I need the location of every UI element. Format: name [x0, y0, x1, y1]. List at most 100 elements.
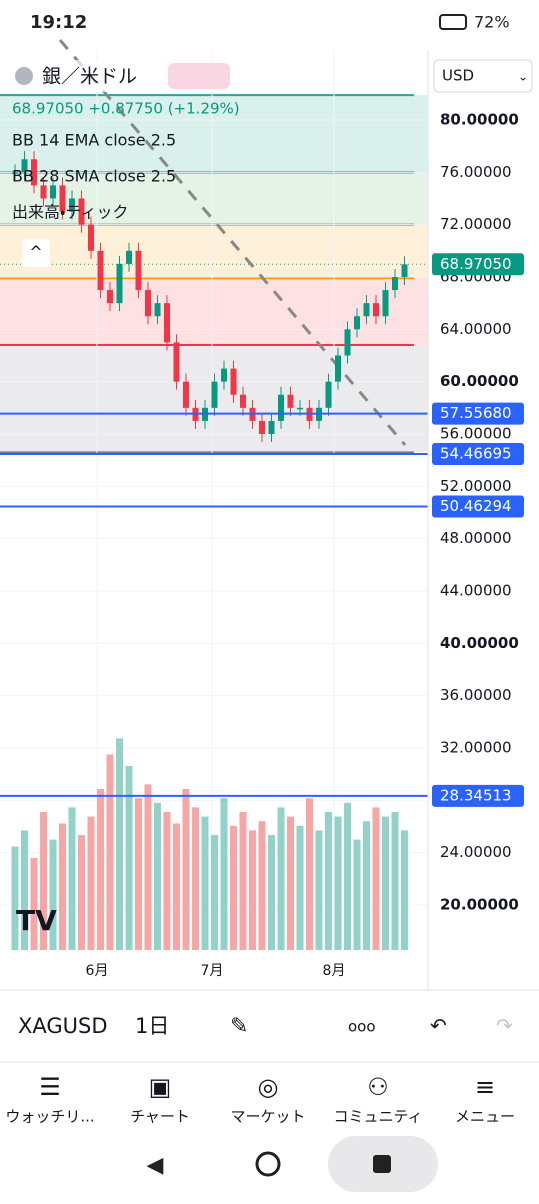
bottom-nav: ☰ ウォッチリ... ▣ チャート ◎ マーケット ⚇ コミュニティ ≡ メニュー — [5, 1073, 515, 1126]
volume-bar — [372, 807, 380, 950]
collapse-icon: ^ — [29, 243, 42, 262]
nav-icon[interactable]: ≡ — [475, 1073, 495, 1101]
y-tick-label: 72.00000 — [440, 215, 512, 233]
last-price-label: 68.97050 — [440, 255, 512, 273]
y-tick-label: 64.00000 — [440, 320, 512, 338]
price-tag — [432, 402, 524, 425]
battery: 72% — [474, 13, 510, 32]
redo[interactable]: ↷ — [496, 1014, 513, 1038]
currency-select[interactable] — [433, 59, 533, 93]
volume-bar — [239, 812, 247, 950]
indicators-tool[interactable]: ooo — [348, 1018, 376, 1036]
nav-icon[interactable]: ⚇ — [367, 1073, 389, 1101]
y-tick-label: 32.00000 — [440, 739, 512, 757]
nav-icon[interactable]: ▣ — [149, 1073, 172, 1101]
undo[interactable]: ↶ — [430, 1014, 447, 1038]
price-tag-label: 57.55680 — [440, 404, 512, 422]
candle — [230, 368, 237, 395]
toolbar-symbol[interactable]: XAGUSD — [18, 1014, 108, 1038]
volume-bar — [258, 821, 266, 950]
candle — [31, 159, 37, 186]
nav-label[interactable]: マーケット — [230, 1108, 305, 1126]
nav-label[interactable]: チャート — [130, 1108, 190, 1126]
nav-icon[interactable]: ☰ — [39, 1073, 61, 1101]
volume-bar — [201, 816, 209, 950]
price-tag-label: 54.46695 — [440, 445, 512, 463]
y-tick-label: 36.00000 — [440, 686, 512, 704]
battery-icon — [439, 14, 467, 30]
volume-bar — [154, 802, 161, 950]
nav-label[interactable]: コミュニティ — [333, 1108, 422, 1126]
volume-bar — [192, 807, 199, 950]
y-tick-label: 56.00000 — [440, 425, 512, 443]
candle — [297, 407, 303, 410]
y-tick-label: 20.00000 — [440, 896, 519, 914]
candle — [116, 263, 123, 304]
price-tag — [432, 443, 524, 466]
candle — [135, 250, 142, 291]
indicator: BB 28 SMA close 2.5 — [12, 167, 176, 186]
candle — [325, 381, 332, 408]
currency: USD — [442, 67, 474, 85]
candle — [50, 185, 56, 199]
candle — [59, 185, 66, 212]
candle — [344, 329, 351, 356]
y-tick-label: 48.00000 — [440, 529, 512, 547]
candle — [40, 185, 47, 199]
volume-bar — [344, 802, 351, 950]
back-button[interactable]: ◀ — [147, 1153, 164, 1178]
volume-bar — [78, 835, 85, 950]
candle — [259, 420, 265, 434]
indicators: BB 14 EMA close 2.5 BB 28 SMA close 2.5 出来… — [12, 131, 176, 222]
volume-bar — [277, 807, 285, 950]
indicator: 出来高・ティック — [12, 203, 128, 222]
symbol: 銀／米ドル — [42, 66, 137, 88]
candle — [335, 355, 341, 382]
fib-zone — [0, 224, 428, 279]
price-tag-label: 28.34513 — [440, 786, 512, 804]
candle — [107, 290, 113, 304]
candle — [382, 290, 389, 317]
candle — [12, 172, 18, 174]
nav-label[interactable]: ウォッチリ... — [5, 1108, 94, 1126]
candle — [240, 394, 246, 408]
volume-bar — [30, 858, 38, 950]
nav-icon[interactable]: ◎ — [258, 1073, 279, 1101]
status-chip — [168, 63, 230, 89]
x-tick-label: 7月 — [201, 963, 224, 979]
collapse-button[interactable] — [22, 239, 50, 267]
y-tick-label: 80.00000 — [440, 111, 519, 129]
volume-bar — [296, 825, 304, 950]
y-tick-label: 44.00000 — [440, 582, 512, 600]
volume-bar — [230, 825, 237, 950]
candle — [373, 303, 379, 317]
y-tick-label: 52.00000 — [440, 477, 512, 495]
candle — [354, 316, 360, 330]
volume-bar — [249, 830, 256, 950]
candle — [154, 303, 161, 317]
volume-bar — [21, 830, 28, 950]
volume-bar — [49, 839, 57, 950]
candle — [401, 264, 408, 277]
trend-line — [58, 39, 407, 446]
candle — [183, 381, 189, 408]
candle — [97, 250, 104, 291]
volume-bar — [106, 754, 114, 950]
volume-bar — [87, 816, 95, 950]
recents-button[interactable] — [373, 1155, 391, 1173]
toolbar-interval[interactable]: 1日 — [135, 1014, 169, 1038]
volume-bar — [59, 823, 66, 950]
volume-bar — [135, 798, 142, 950]
candle — [173, 342, 180, 382]
last-price-tag — [432, 253, 524, 276]
nav-label[interactable]: メニュー — [455, 1108, 515, 1126]
candle — [392, 277, 398, 291]
home-button[interactable] — [255, 1151, 281, 1177]
volume-bar — [116, 738, 123, 950]
indicator: BB 14 EMA close 2.5 — [12, 131, 176, 150]
volume-bar — [401, 830, 408, 950]
volume-bar — [315, 830, 323, 950]
candle — [221, 368, 227, 382]
draw-tool[interactable]: ✎ — [230, 1014, 248, 1039]
